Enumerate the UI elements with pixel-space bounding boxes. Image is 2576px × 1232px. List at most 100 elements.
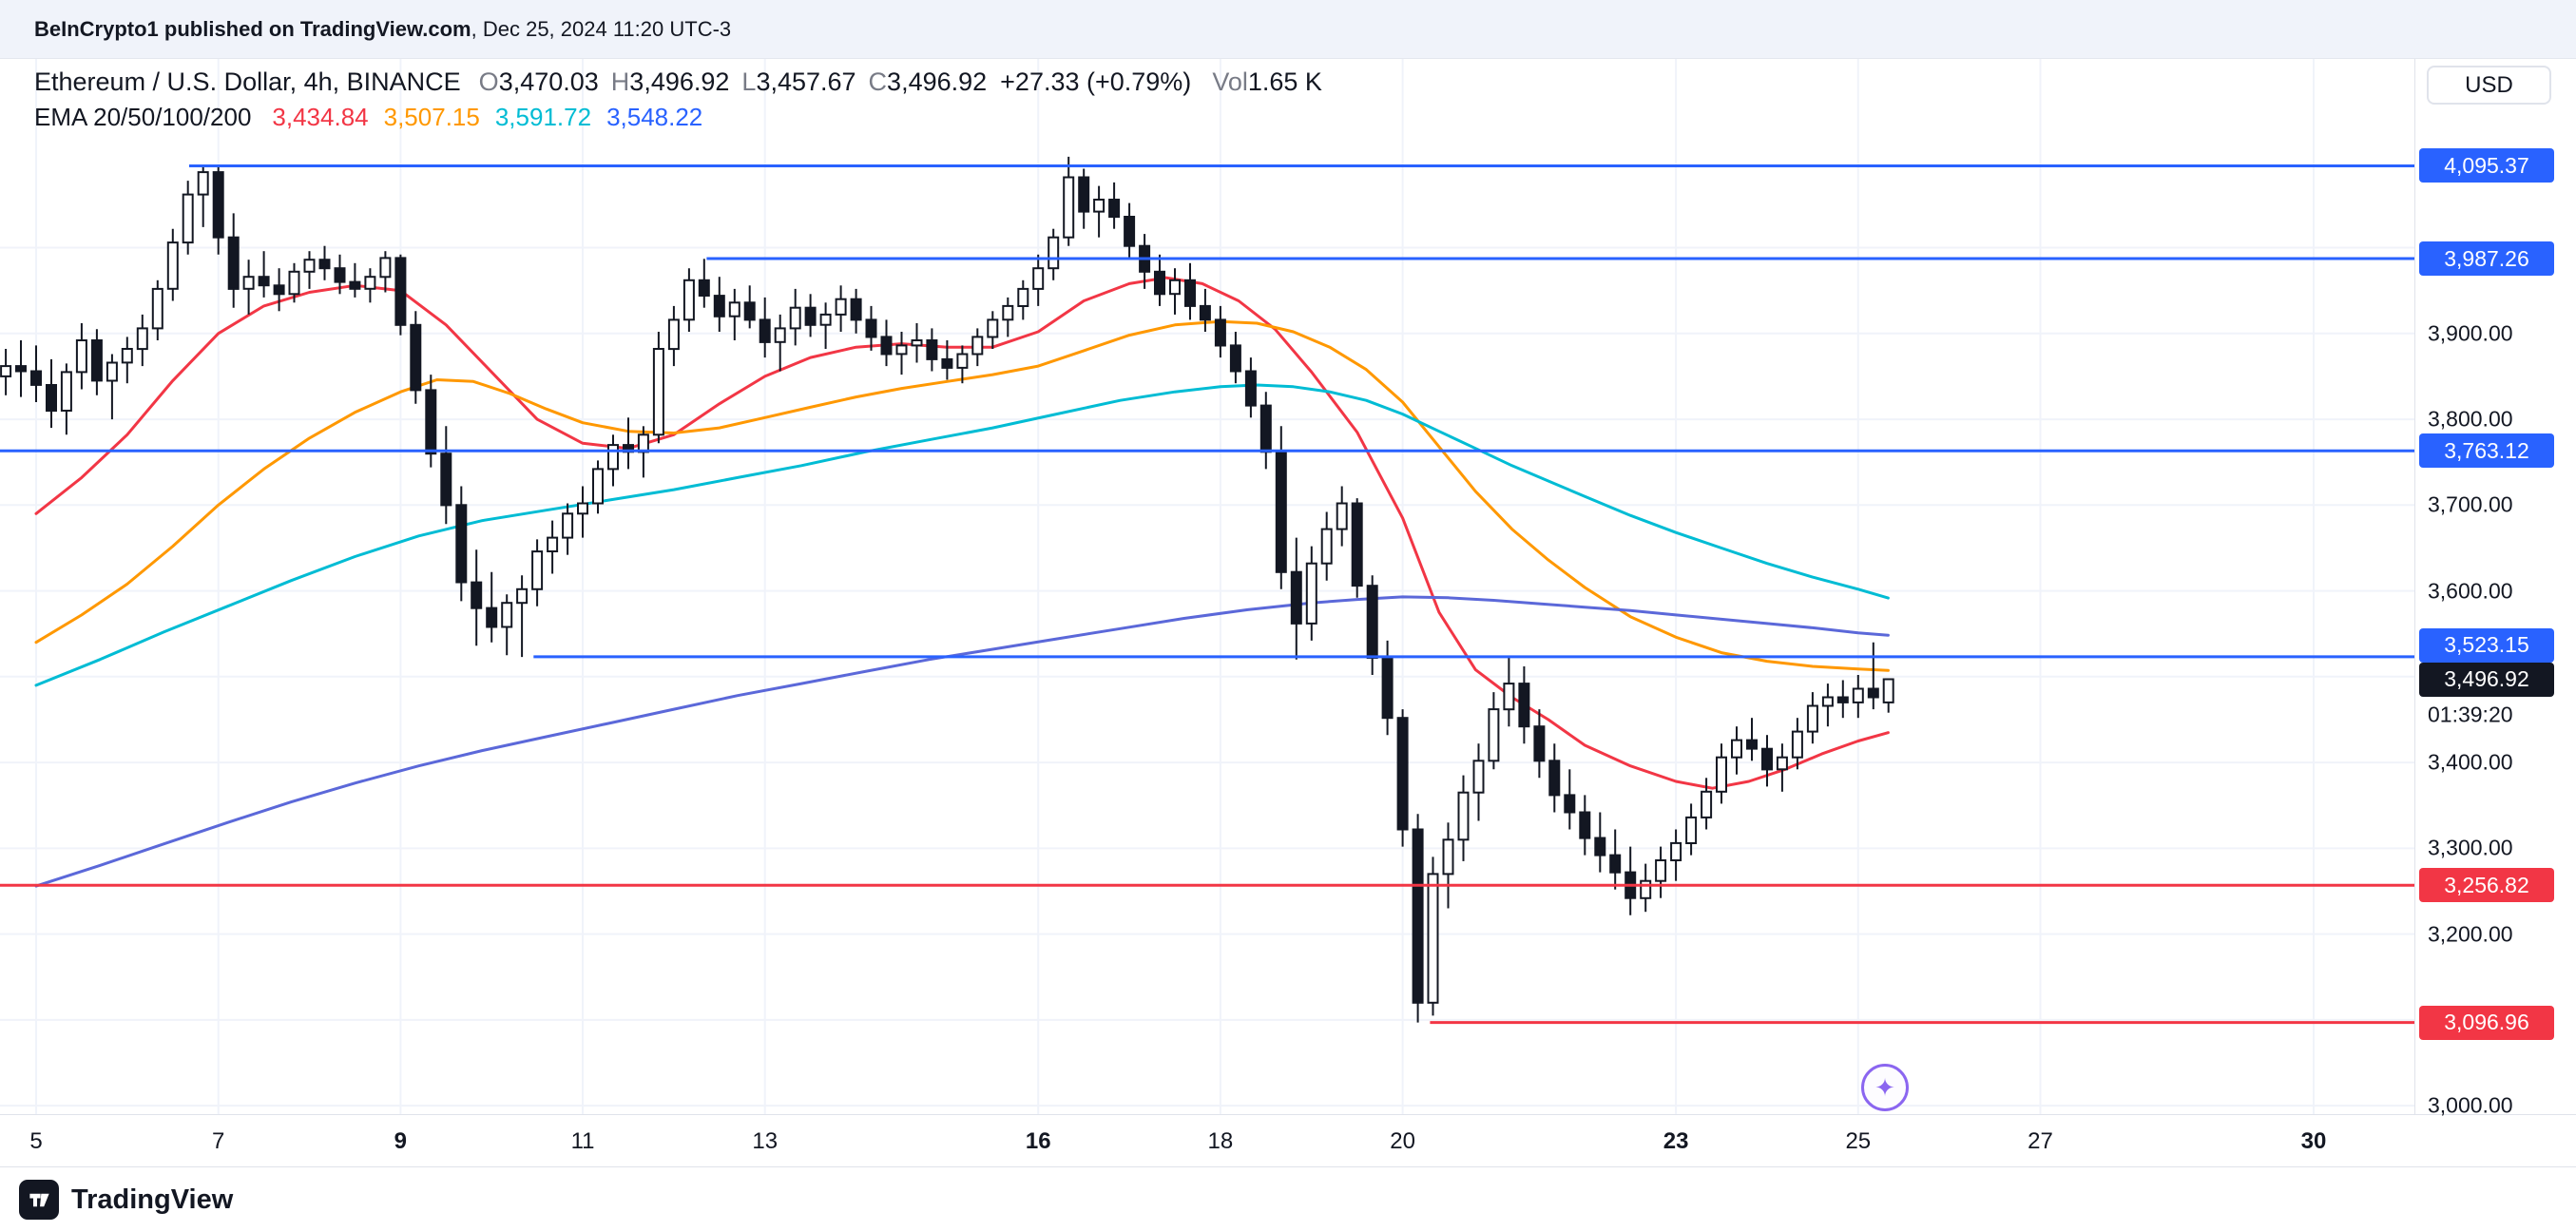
candle [1244, 357, 1257, 418]
candle [60, 363, 72, 435]
tradingview-logo-icon[interactable] [19, 1180, 59, 1220]
low-value: 3,457.67 [756, 67, 856, 96]
candle [562, 503, 574, 555]
ema-50-value: 3,507.15 [383, 103, 480, 131]
symbol-ohlc-row: Ethereum / U.S. Dollar, 4h, BINANCE O 3,4… [34, 65, 1322, 100]
tradingview-brand[interactable]: TradingView [71, 1184, 234, 1215]
time-axis-label: 7 [211, 1127, 225, 1154]
candle [850, 288, 862, 334]
candle [106, 354, 118, 420]
sparkle-glyph: ✦ [1874, 1072, 1895, 1102]
candle [1002, 297, 1014, 337]
candle [182, 181, 194, 255]
ema-20-value: 3,434.84 [272, 103, 369, 131]
price-tick-label: 3,400.00 [2428, 749, 2513, 775]
candle [1579, 795, 1591, 856]
time-axis-label: 20 [1390, 1127, 1415, 1154]
ema-values: 3,434.84 3,507.15 3,591.72 3,548.22 [257, 103, 702, 132]
candle [880, 319, 893, 367]
candle [607, 434, 619, 487]
time-axis-label: 16 [1025, 1127, 1051, 1154]
close-value: 3,496.92 [887, 67, 988, 96]
level-price-badge: 3,763.12 [2419, 433, 2554, 469]
candle [1624, 846, 1637, 915]
candles [0, 156, 1894, 1023]
candle [15, 340, 27, 397]
open-value: 3,470.03 [498, 67, 599, 96]
candle [971, 328, 984, 367]
candle [1655, 846, 1667, 898]
candle [486, 571, 498, 643]
price-chart[interactable] [0, 59, 2414, 1114]
time-axis-label: 9 [394, 1127, 408, 1154]
candle [895, 332, 908, 375]
candle [728, 288, 740, 340]
candle [819, 302, 832, 349]
bar-countdown-label: 01:39:20 [2428, 702, 2513, 727]
candle [1806, 692, 1818, 744]
close-label: C [868, 67, 888, 96]
candle [774, 314, 786, 372]
symbol-title: Ethereum / U.S. Dollar, 4h, BINANCE [34, 67, 461, 96]
high-label: H [610, 67, 630, 96]
candle [1184, 262, 1196, 320]
candle [1063, 156, 1075, 246]
candle [1640, 863, 1652, 913]
candle [547, 520, 559, 574]
candle [334, 254, 346, 295]
gridlines [0, 59, 2414, 1114]
candle [1791, 718, 1803, 770]
ema-label: EMA 20/50/100/200 [34, 103, 252, 131]
candle [1412, 814, 1424, 1023]
candle [698, 259, 710, 308]
candle [1078, 168, 1090, 229]
candle [1670, 829, 1682, 881]
candle [1442, 822, 1454, 909]
candle [804, 294, 817, 337]
candle [0, 349, 12, 395]
candle [1169, 268, 1181, 315]
candle [1716, 743, 1727, 804]
ema-200-value: 3,548.22 [606, 103, 703, 131]
ema-100-line [34, 383, 1890, 687]
ema-row: EMA 20/50/100/200 3,434.84 3,507.15 3,591.… [34, 100, 1322, 135]
time-axis-label: 5 [29, 1127, 43, 1154]
candle [1396, 709, 1409, 847]
candle [1518, 666, 1530, 744]
candle [394, 254, 407, 336]
chart-panel: Ethereum / U.S. Dollar, 4h, BINANCE O 3,4… [0, 59, 2576, 1167]
candle [471, 549, 483, 646]
candle [151, 279, 163, 340]
candle [652, 332, 664, 444]
time-axis-label: 25 [1845, 1127, 1872, 1154]
candle [743, 285, 756, 329]
price-axis[interactable]: 3,900.00 3,800.00 3,700.00 3,600.00 3,400.00… [2414, 59, 2576, 1118]
candle [121, 337, 133, 384]
candle [667, 305, 680, 367]
candle [1124, 202, 1136, 260]
time-axis[interactable]: 5 7 9 11 13 16 18 20 23 25 27 30 [0, 1114, 2576, 1167]
candle [379, 251, 392, 293]
candle [258, 251, 270, 298]
candle [835, 285, 847, 332]
price-tick-label: 3,600.00 [2428, 578, 2513, 604]
candle [1731, 726, 1742, 775]
candle [30, 345, 42, 402]
sparkle-badge-icon[interactable]: ✦ [1861, 1064, 1909, 1111]
candle [197, 165, 209, 227]
candle [1701, 778, 1713, 830]
time-axis-label: 13 [752, 1127, 779, 1154]
level-price-badge: 3,096.96 [2419, 1005, 2554, 1040]
candle [349, 262, 361, 298]
candle [759, 297, 771, 358]
candle [789, 288, 801, 346]
candle [1427, 857, 1439, 1016]
candle [90, 329, 103, 395]
footer-bar: TradingView [0, 1166, 2576, 1232]
candle [1214, 305, 1226, 358]
candle [1032, 254, 1045, 306]
candle [1259, 392, 1272, 470]
candle [623, 417, 634, 470]
candle [1048, 228, 1060, 280]
currency-toggle-button[interactable]: USD [2427, 66, 2551, 105]
